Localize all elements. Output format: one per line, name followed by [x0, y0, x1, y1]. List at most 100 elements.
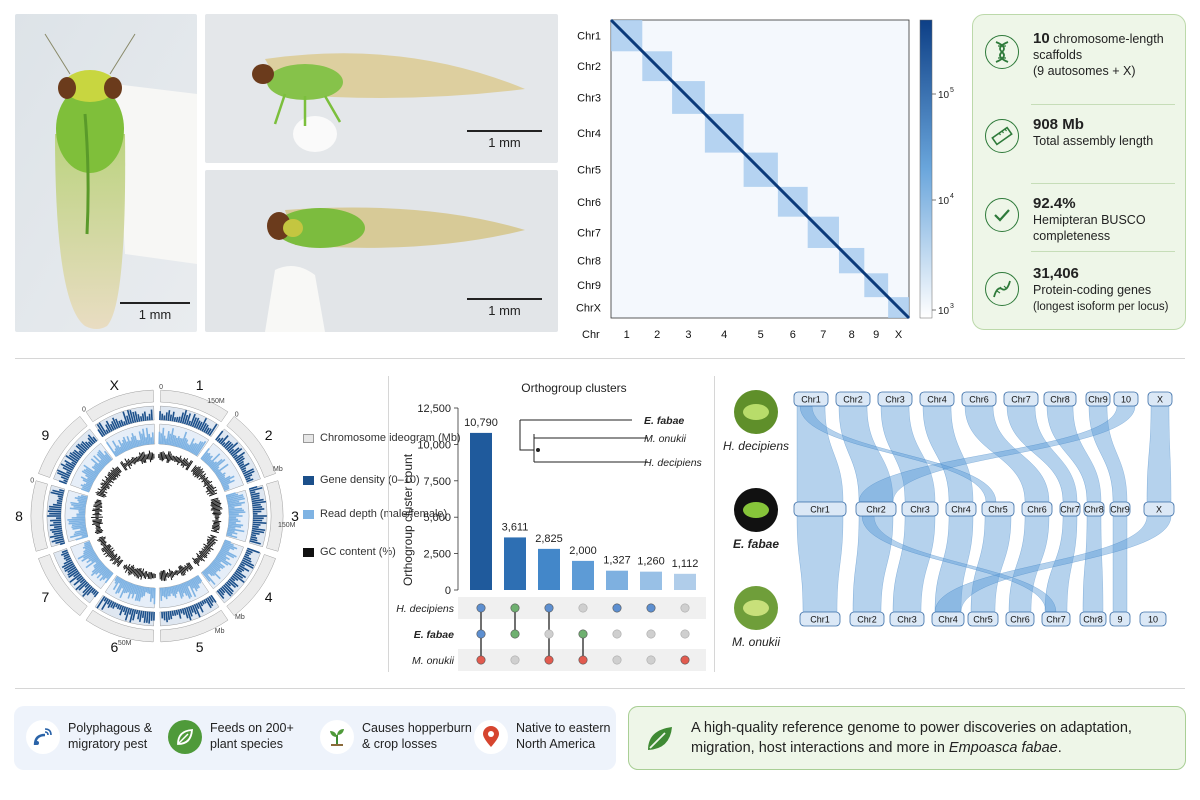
circos-depth-bar: [71, 524, 86, 529]
leafhopper-dorsolateral-illustration: [205, 170, 558, 332]
circos-gc-bar: [195, 557, 200, 563]
circos-gc-bar: [137, 568, 142, 579]
circos-gc-bar: [101, 488, 106, 492]
circos-gene-bar: [82, 584, 91, 594]
circos-gc-bar: [109, 553, 115, 558]
circos-gene-bar: [173, 610, 177, 616]
circos-depth-bar: [133, 435, 139, 447]
circos-gc-bar: [97, 491, 106, 496]
stat-text: Total assembly length: [1033, 134, 1154, 148]
circos-depth-bar: [188, 443, 195, 453]
circos-depth-bar: [187, 580, 197, 598]
circos-depth-bar: [219, 476, 226, 481]
circos-gc-bar: [213, 524, 220, 527]
circos-gc-bar: [213, 509, 221, 512]
synteny-chrom-label: Chr2: [866, 505, 886, 515]
circos-gc-bar: [178, 570, 181, 574]
hic-contact-map: Chr1 Chr2 Chr3 Chr4 Chr5 Chr6 Chr7 Chr8 Chr9 ChrX…: [568, 14, 964, 344]
circos-gc-bar: [129, 460, 133, 464]
circos-gc-bar: [116, 560, 120, 564]
circos-gene-bar: [234, 571, 244, 579]
circos-depth-bar: [85, 482, 92, 487]
circos-gc-bar: [127, 567, 131, 571]
synteny-chrom-label: Chr3: [897, 615, 917, 625]
circos-depth-bar: [111, 440, 122, 455]
circos-depth-bar: [195, 575, 202, 584]
hic-y-tick-label: ChrX: [576, 303, 602, 315]
circos-gc-bar: [138, 452, 144, 465]
stat-value: 10: [1033, 30, 1050, 47]
circos-gc-bar: [114, 468, 120, 474]
circos-depth-bar: [167, 433, 172, 446]
synteny-chrom-box: [855, 501, 897, 517]
circos-depth-bar: [178, 584, 184, 597]
circos-depth-bar: [184, 443, 189, 451]
circos-gc-bar: [102, 545, 112, 553]
circos-gc-bar: [170, 570, 174, 578]
circos-gene-bar: [77, 443, 87, 453]
circos-gene-bar: [230, 576, 236, 582]
circos-gc-bar: [100, 540, 106, 544]
circos-gene-bar: [226, 443, 234, 451]
species-avatars: [734, 390, 778, 630]
circos-depth-bar: [169, 428, 175, 446]
circos-gene-bar: [167, 611, 171, 620]
circos-gc-bar: [202, 477, 206, 481]
circos-depth-bar: [130, 584, 136, 595]
circos-depth-bar: [117, 579, 126, 594]
circos-gene-bar: [237, 566, 245, 572]
synteny-chrom-box: [1083, 501, 1105, 517]
circos-gene-bar: [124, 607, 129, 616]
circos-depth-bar: [191, 443, 199, 454]
legend-label: Gene density (0–10): [320, 474, 420, 486]
circos-gc-bar: [212, 525, 221, 528]
circos-gene-bar: [231, 575, 239, 581]
hic-y-tick-label: Chr6: [577, 197, 601, 209]
circos-depth-bar: [228, 509, 245, 513]
circos-gene-bar: [87, 434, 96, 444]
tree-label: H. decipiens: [644, 457, 703, 469]
circos-depth-bar: [228, 526, 236, 529]
circos-depth-bar: [127, 583, 133, 593]
circos-gene-bar: [177, 609, 182, 619]
circos-gene-bar: [78, 581, 88, 591]
circos-tick-label: Mb: [215, 628, 225, 635]
circos-depth-bar: [134, 585, 141, 601]
bar: [470, 432, 492, 590]
circos-gene-bar: [235, 455, 244, 462]
matrix-dot: [544, 655, 554, 665]
circos-depth-bar: [87, 477, 95, 483]
circos-gene-bar: [60, 463, 74, 471]
circos-gc-bar: [206, 542, 213, 547]
matrix-dot: [510, 655, 520, 665]
circos-gc-bar: [92, 520, 102, 523]
circos-gene-bar: [120, 419, 125, 427]
circos-depth-bar: [84, 542, 91, 547]
circos-gene-bar: [49, 508, 62, 511]
circos-gene-bar: [232, 454, 238, 459]
colorbar-tick-label: 10: [938, 306, 950, 317]
circos-gc-bar: [96, 531, 103, 535]
circos-gene-bar: [169, 610, 173, 620]
circos-gene-bar: [68, 454, 79, 462]
circos-depth-bar: [219, 475, 231, 483]
circos-gene-bar: [240, 467, 247, 471]
circos-depth-bar: [119, 446, 124, 453]
circos-gc-bar: [199, 474, 203, 478]
circos-gc-bar: [161, 451, 164, 462]
circos-gc-bar: [166, 571, 169, 579]
circos-gene-bar: [129, 410, 135, 424]
summary-line2: migration, host interactions and more in: [691, 740, 949, 756]
circos-gene-bar: [66, 471, 72, 475]
circos-gc-bar: [102, 543, 107, 547]
circos-gc-bar: [209, 538, 215, 542]
circos-gene-bar: [246, 549, 253, 554]
circos-gene-bar: [63, 479, 68, 483]
circos-gene-bar: [242, 468, 254, 475]
circos-gene-bar: [189, 605, 194, 613]
y-axis-tick-label: 2,500: [423, 549, 451, 561]
circos-read-depth-track: [200, 540, 244, 590]
synteny-chrom-box: [981, 501, 1015, 517]
circos-gene-bar: [177, 416, 181, 423]
circos-gc-bar: [97, 488, 108, 494]
